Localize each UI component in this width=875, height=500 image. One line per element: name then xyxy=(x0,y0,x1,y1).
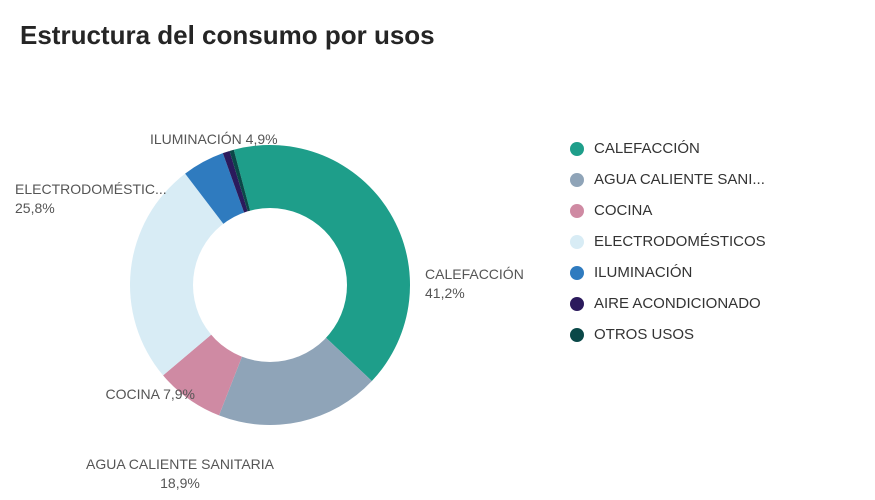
legend-item-otros[interactable]: OTROS USOS xyxy=(570,326,860,343)
legend-item-electrodomesticos[interactable]: ELECTRODOMÉSTICOS xyxy=(570,233,860,250)
legend-item-aire[interactable]: AIRE ACONDICIONADO xyxy=(570,295,860,312)
slice-label-calefaccion: CALEFACCIÓN41,2% xyxy=(425,265,524,303)
legend-bullet-icon xyxy=(570,173,584,187)
legend-label: COCINA xyxy=(594,202,652,219)
legend-label: AGUA CALIENTE SANI... xyxy=(594,171,765,188)
legend-label: ELECTRODOMÉSTICOS xyxy=(594,233,766,250)
legend-label: CALEFACCIÓN xyxy=(594,140,700,157)
legend-item-calefaccion[interactable]: CALEFACCIÓN xyxy=(570,140,860,157)
legend-item-agua_caliente[interactable]: AGUA CALIENTE SANI... xyxy=(570,171,860,188)
legend: CALEFACCIÓN AGUA CALIENTE SANI... COCINA EL… xyxy=(570,140,860,357)
slice-label-agua_caliente: AGUA CALIENTE SANITARIA18,9% xyxy=(86,455,274,493)
legend-label: OTROS USOS xyxy=(594,326,694,343)
legend-bullet-icon xyxy=(570,297,584,311)
legend-bullet-icon xyxy=(570,142,584,156)
legend-label: ILUMINACIÓN xyxy=(594,264,692,281)
legend-item-iluminacion[interactable]: ILUMINACIÓN xyxy=(570,264,860,281)
legend-item-cocina[interactable]: COCINA xyxy=(570,202,860,219)
slice-label-electrodomesticos: ELECTRODOMÉSTIC...25,8% xyxy=(15,180,167,218)
legend-bullet-icon xyxy=(570,266,584,280)
legend-label: AIRE ACONDICIONADO xyxy=(594,295,761,312)
slice-label-iluminacion: ILUMINACIÓN 4,9% xyxy=(150,130,278,149)
chart-area: CALEFACCIÓN41,2% AGUA CALIENTE SANITARIA1… xyxy=(0,60,560,500)
legend-bullet-icon xyxy=(570,328,584,342)
donut-hole xyxy=(193,208,347,362)
legend-bullet-icon xyxy=(570,204,584,218)
legend-bullet-icon xyxy=(570,235,584,249)
slice-label-cocina: COCINA 7,9% xyxy=(55,385,195,404)
chart-title: Estructura del consumo por usos xyxy=(20,20,435,51)
donut-chart xyxy=(130,145,410,425)
chart-container: Estructura del consumo por usos CALEFACC… xyxy=(0,0,875,500)
